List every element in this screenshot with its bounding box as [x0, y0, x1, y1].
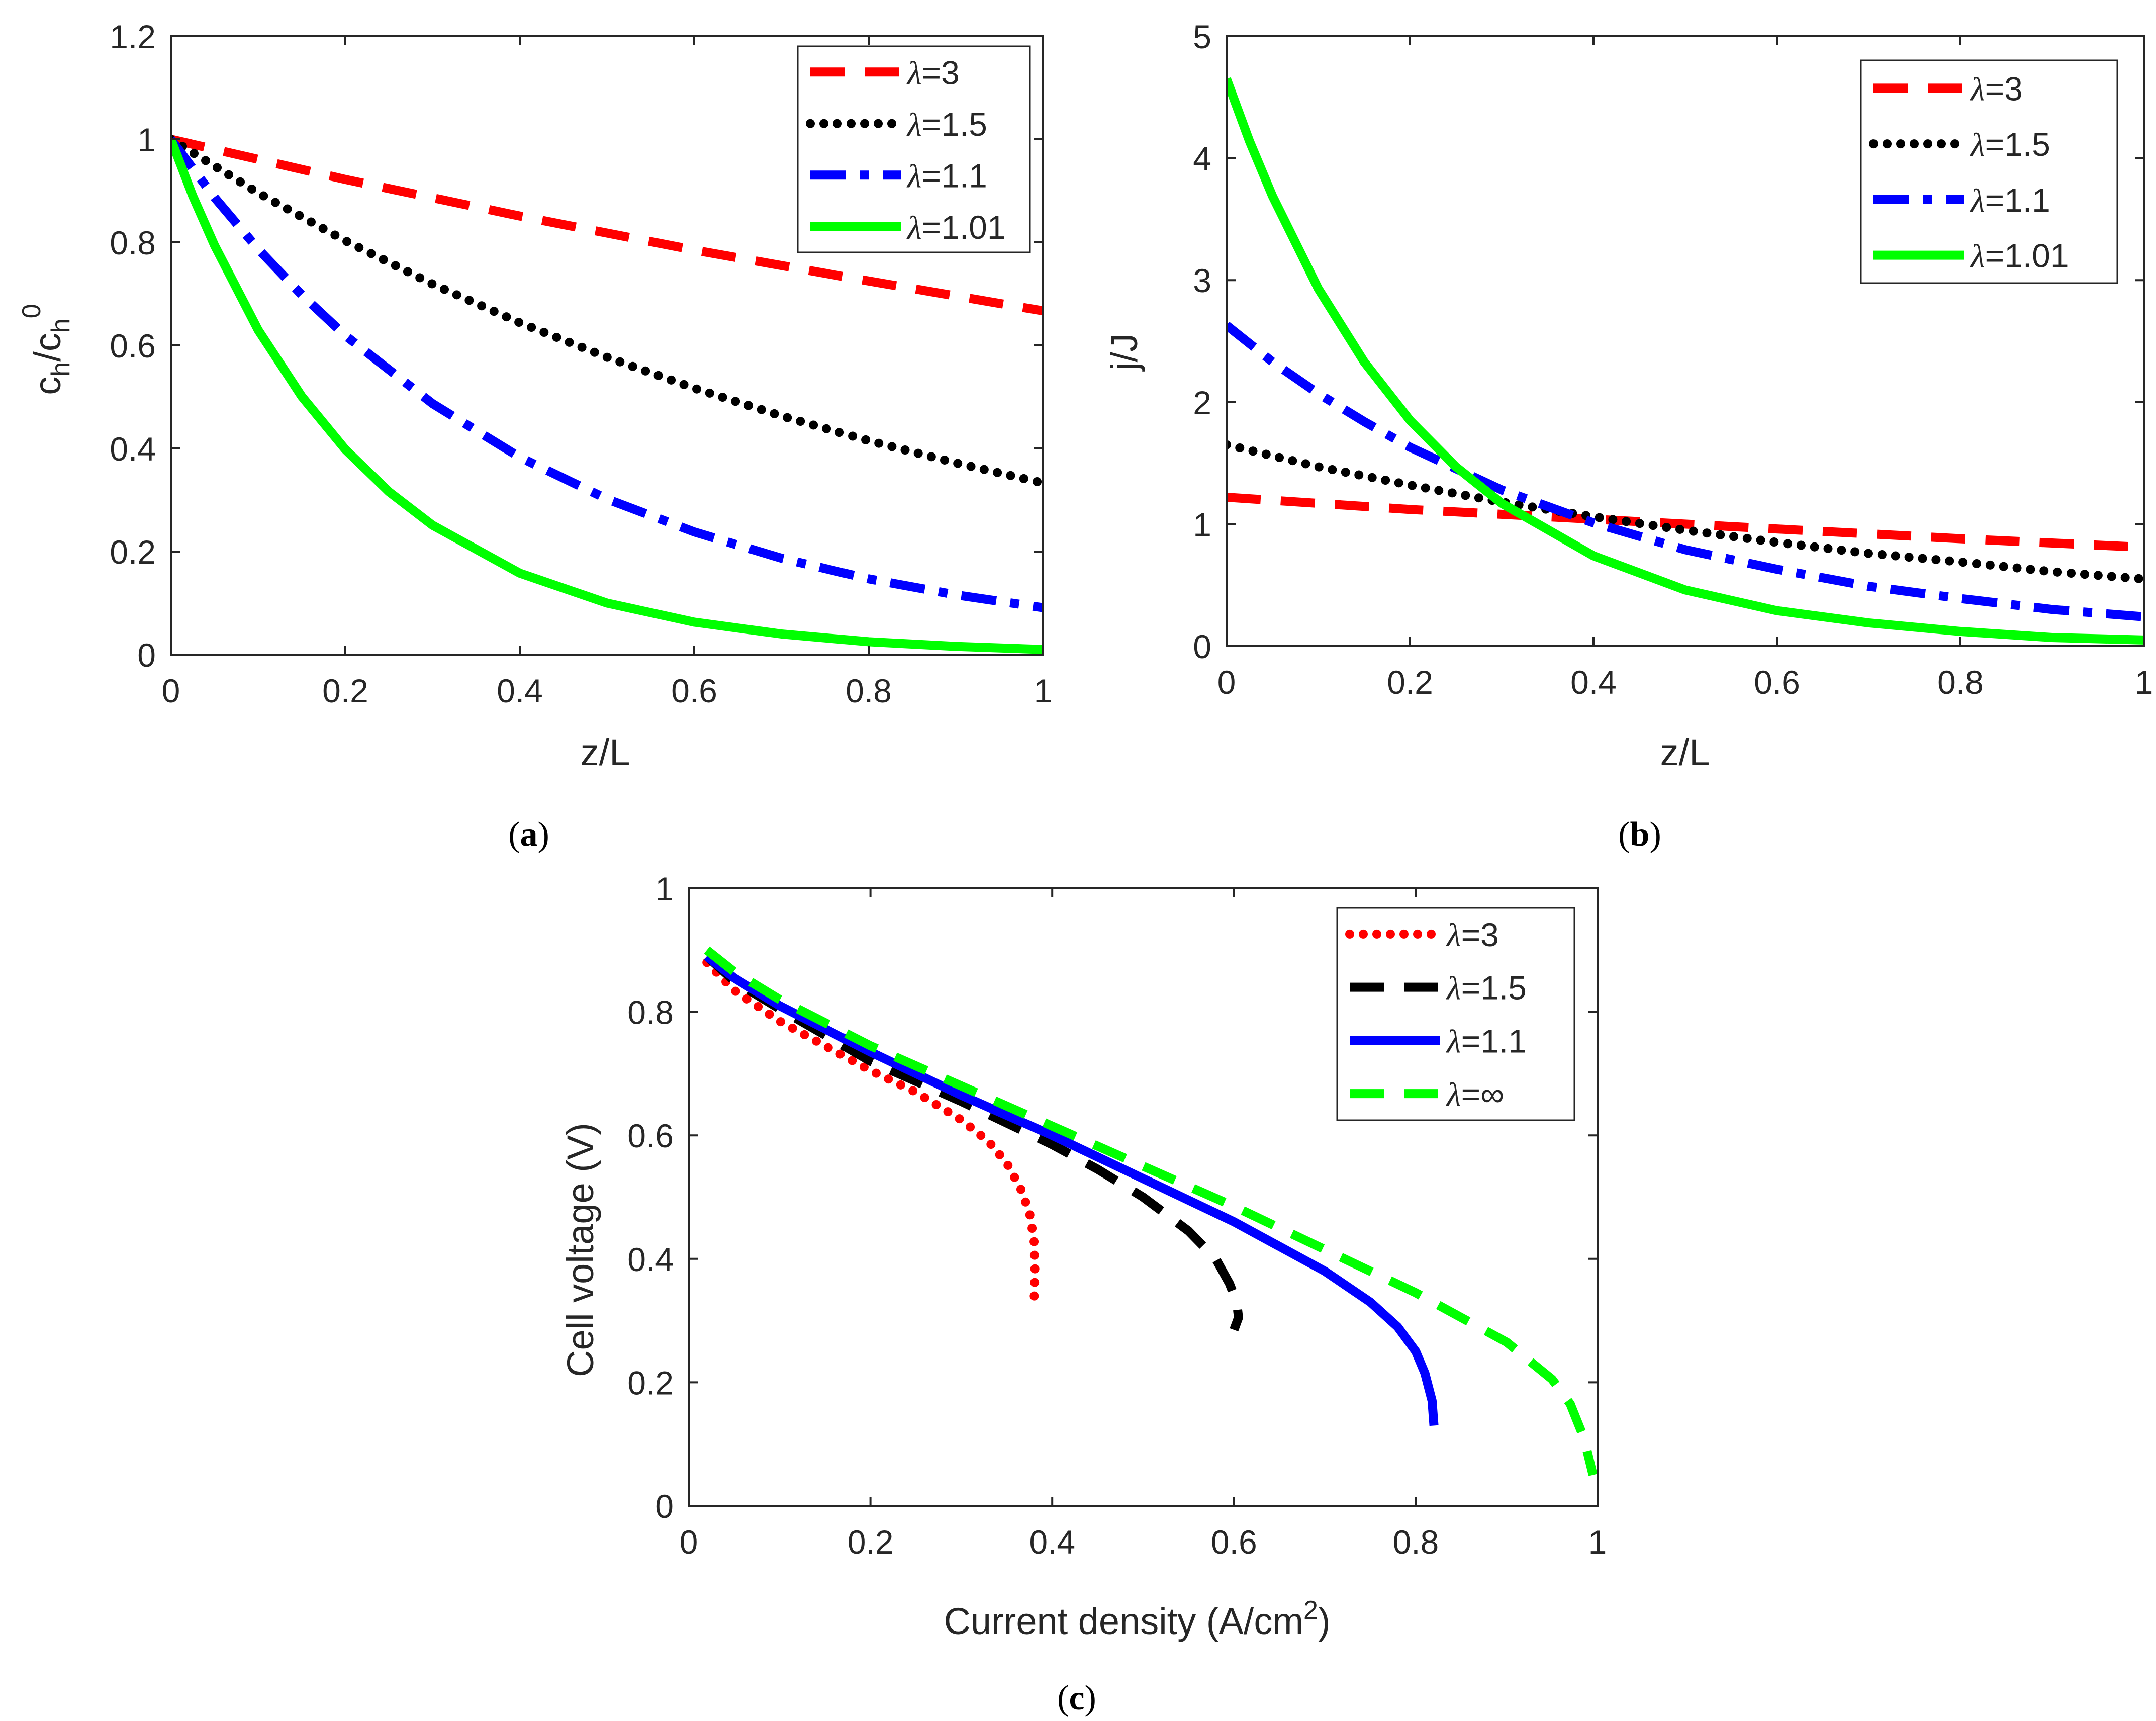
- panel-a-ylabel: ch/ch0: [17, 304, 75, 395]
- panel-a-xtick-label: 0: [162, 672, 180, 709]
- panel-a-ytick-label: 0: [137, 637, 156, 674]
- panel-a-series-group: [171, 135, 1043, 654]
- panel-a-series-line-3: [171, 137, 1043, 654]
- panel-b-ytick-label: 0: [1193, 628, 1211, 665]
- panel-a-ytick-label: 1.2: [110, 18, 156, 55]
- panel-b-legend-label: λ=1.01: [1970, 237, 2069, 275]
- panel-c-legend-label: λ=∞: [1446, 1075, 1504, 1113]
- panel-b-ylabel: j/J: [1103, 333, 1145, 372]
- panel-b-ytick-label: 1: [1193, 506, 1211, 543]
- panel-b-series-line-2: [1227, 321, 2144, 621]
- panel-c-xtick-label: 0.8: [1393, 1523, 1439, 1561]
- panel-c-legend-label: λ=1.1: [1446, 1022, 1527, 1060]
- chart-panel-a: 0 0.2 0.4 0.6 0.8 100.20.40.60.811.2λ=3λ=1.5λ…: [17, 18, 1052, 854]
- panel-b-xtick-label: 1: [2135, 664, 2153, 701]
- panel-a-series-line-2: [171, 136, 1043, 612]
- panel-a-plot-area: 0 0.2 0.4 0.6 0.8 100.20.40.60.811.2λ=3λ=1.5λ…: [110, 18, 1052, 709]
- panel-a-xlabel: z/L: [581, 732, 630, 773]
- panel-a-xtick-label: 0.8: [846, 672, 892, 709]
- panel-b-plot-area: 0 0.2 0.4 0.6 0.8 1 0 1 2 3 4 5 λ=3 λ=1.5 λ=1.1 λ=1.01: [1193, 18, 2153, 701]
- panel-b-legend-label: λ=1.1: [1970, 182, 2050, 219]
- panel-b-ytick-label: 3: [1193, 262, 1211, 299]
- panel-c-ylabel: Cell voltage (V): [559, 1123, 601, 1377]
- panel-c-ytick-label: 0.6: [627, 1117, 674, 1154]
- panel-b-ytick-label: 2: [1193, 384, 1211, 421]
- panel-a-xtick-label: 0.6: [671, 672, 717, 709]
- panel-b-xtick-label: 0: [1217, 664, 1236, 701]
- panel-b-xtick-label: 0.2: [1387, 664, 1433, 701]
- panel-a-xtick-label: 0.4: [497, 672, 543, 709]
- panel-b-series-line-0: [1227, 493, 2144, 552]
- panel-c-legend-label: λ=1.5: [1446, 969, 1527, 1007]
- panel-c-series-line-2: [704, 953, 1439, 1426]
- panel-b-series-group: [1227, 77, 2144, 645]
- panel-b-axes-box: [1226, 35, 2145, 647]
- panel-a-ytick-label: 0.6: [110, 327, 156, 365]
- panel-b-series-line-3: [1227, 77, 2144, 645]
- panel-a-ytick-label: 0.4: [110, 430, 156, 468]
- panel-b-xtick-label: 0.6: [1754, 664, 1800, 701]
- panel-b-legend-label: λ=1.5: [1970, 126, 2050, 163]
- panel-b-legend-label: λ=3: [1970, 70, 2023, 108]
- panel-c-xtick-label: 0.2: [848, 1523, 894, 1561]
- panel-b-xlabel: z/L: [1660, 732, 1710, 773]
- panel-a-series-line-0: [171, 135, 1043, 316]
- panel-b-legend-box: [1860, 59, 2118, 284]
- panel-c-series-group: [702, 946, 1598, 1476]
- panel-a-legend-box: [797, 45, 1031, 253]
- panel-c-xtick-label: 1: [1588, 1523, 1607, 1561]
- panel-a-legend-label: λ=1.5: [906, 106, 987, 143]
- panel-b-series-line-1: [1227, 440, 2144, 584]
- panel-a-ytick-label: 0.8: [110, 224, 156, 261]
- panel-a-legend-label: λ=1.01: [906, 209, 1006, 246]
- panel-c-series-line-3: [704, 946, 1598, 1476]
- panel-a-ytick-label: 0.2: [110, 533, 156, 571]
- panel-b-legend: λ=3 λ=1.5 λ=1.1 λ=1.01: [1860, 59, 2118, 284]
- panel-a-legend-label: λ=1.1: [906, 157, 987, 195]
- panel-c-xtick-label: 0.6: [1211, 1523, 1257, 1561]
- panel-a-series-line-1: [171, 135, 1043, 488]
- panel-a-xtick-label: 0.2: [322, 672, 368, 709]
- panel-b-caption: (b): [1618, 815, 1661, 854]
- panel-a-legend: λ=3 λ=1.5 λ=1.1 λ=1.01: [797, 45, 1031, 253]
- chart-panel-c: 0 0.2 0.4 0.6 0.8 1 0 0.2 0.4 0.6 0.8 1 λ=3 λ=1.5 λ=1.…: [559, 870, 1607, 1717]
- panel-b-ytick-label: 4: [1193, 140, 1211, 177]
- panel-a-xtick-label: 1: [1034, 672, 1053, 709]
- panel-c-xlabel: Current density (A/cm2): [944, 1596, 1330, 1642]
- panel-b-xtick-label: 0.8: [1937, 664, 1984, 701]
- panel-c-axes-box: [688, 887, 1599, 1507]
- panel-c-legend: λ=3 λ=1.5 λ=1.1 λ=∞: [1336, 907, 1575, 1121]
- panel-c-ytick-label: 1: [655, 870, 674, 908]
- panel-c-caption: (c): [1057, 1679, 1096, 1717]
- panel-c-ytick-label: 0.8: [627, 994, 674, 1031]
- panel-c-ytick-label: 0.4: [627, 1241, 674, 1278]
- panel-c-ytick-label: 0: [655, 1488, 674, 1525]
- panel-c-xtick-label: 0.4: [1029, 1523, 1075, 1561]
- panel-b-xtick-label: 0.4: [1570, 664, 1617, 701]
- chart-panel-b: 0 0.2 0.4 0.6 0.8 1012345λ=3λ=1.5λ=1.1λ=1.01 …: [1103, 18, 2153, 854]
- panel-a-caption: (a): [508, 815, 549, 854]
- panel-c-plot-area: 0 0.2 0.4 0.6 0.8 1 0 0.2 0.4 0.6 0.8 1 λ=3 λ=1.5 λ=1.…: [627, 870, 1607, 1561]
- panel-b-ytick-label: 5: [1193, 18, 1211, 55]
- panel-c-xtick-label: 0: [680, 1523, 698, 1561]
- panel-a-legend-label: λ=3: [906, 54, 960, 92]
- panel-c-legend-label: λ=3: [1446, 916, 1499, 954]
- panel-a-ytick-label: 1: [137, 121, 156, 158]
- panel-c-legend-box: [1336, 907, 1575, 1121]
- panel-c-ytick-label: 0.2: [627, 1364, 674, 1401]
